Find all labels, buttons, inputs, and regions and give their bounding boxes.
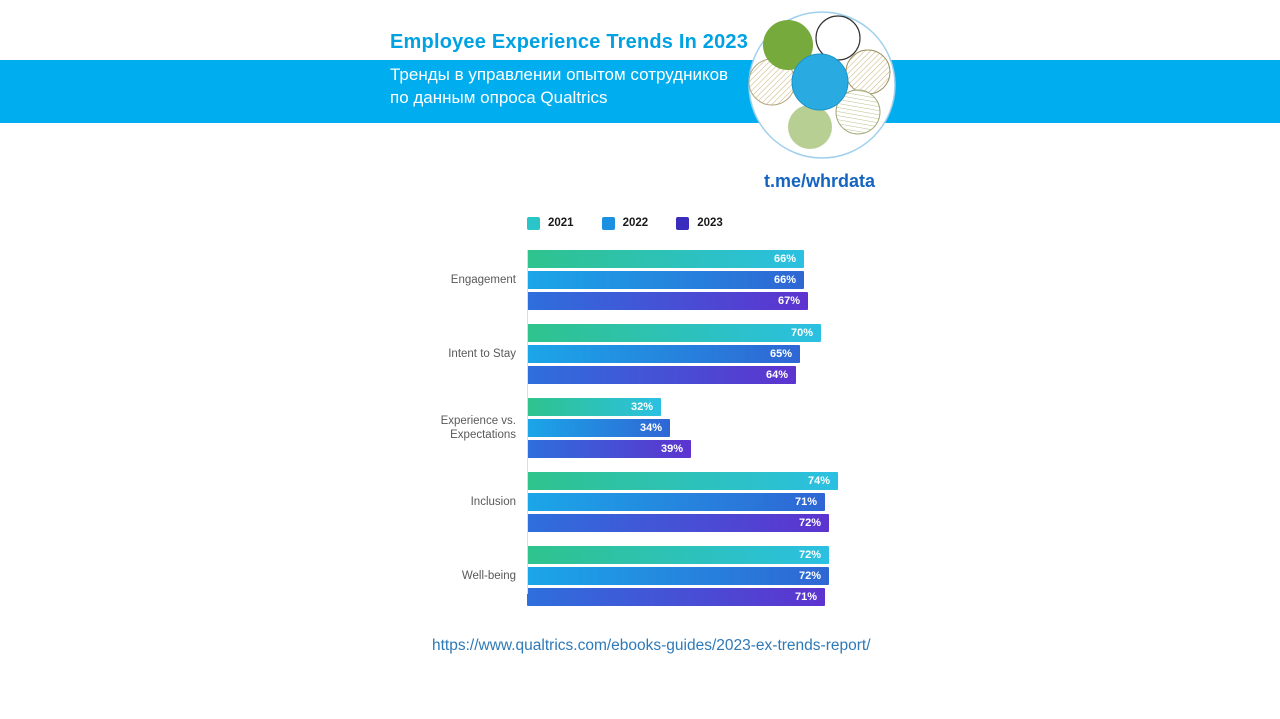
legend-label: 2022 [622,217,649,229]
chart-rows: Engagement 66% 66% 67% Intent to Stay 70% 65% 6… [407,250,987,606]
bar-value-label: 65% [769,348,792,360]
bar-value-label: 70% [790,327,813,339]
legend-swatch [676,216,690,230]
bar-2022: 34% [527,419,670,437]
legend-swatch [601,216,615,230]
bar-value-label: 72% [798,570,821,582]
chart-group: Intent to Stay 70% 65% 64% [407,324,987,384]
bar-value-label: 67% [777,295,800,307]
source-url-link[interactable]: https://www.qualtrics.com/ebooks-guides/… [432,637,871,654]
header-band [0,60,1280,123]
bar-group: 72% 72% 71% [527,546,829,606]
legend-item-2023: 2023 [676,216,723,230]
bar-2022: 65% [527,345,800,363]
bar-2022: 66% [527,271,804,289]
bar-2021: 70% [527,324,821,342]
bar-group: 32% 34% 39% [527,398,691,458]
bar-2022: 71% [527,493,825,511]
flower-logo-graphic [748,11,896,159]
bar-value-label: 71% [794,496,817,508]
bar-value-label: 66% [773,274,796,286]
chart-group: Experience vs. Expectations 32% 34% 39% [407,398,987,458]
bar-2023: 71% [527,588,825,606]
legend-item-2022: 2022 [601,216,649,230]
bar-value-label: 66% [773,253,796,265]
bar-chart: 2021 2022 2023 Engagement 66% 66% 67% Intent t… [407,216,987,620]
bar-value-label: 72% [798,549,821,561]
page-title: Employee Experience Trends In 2023 [390,31,749,53]
bar-group: 70% 65% 64% [527,324,821,384]
subtitle-line: по данным опроса Qualtrics [390,88,608,107]
category-label: Experience vs. Expectations [440,415,516,441]
bar-2023: 64% [527,366,796,384]
bar-value-label: 74% [807,475,830,487]
category-label: Intent to Stay [448,348,516,360]
category-label: Well-being [461,570,516,582]
bar-group: 66% 66% 67% [527,250,808,310]
y-axis-line [527,250,528,594]
bar-2021: 66% [527,250,804,268]
bar-2023: 72% [527,514,829,532]
category-label: Inclusion [470,496,516,508]
legend-swatch [527,216,540,230]
subtitle-line: Тренды в управлении опытом сотрудников [390,65,729,84]
chart-group: Inclusion 74% 71% 72% [407,472,987,532]
legend-label: 2021 [548,217,574,229]
bar-value-label: 64% [765,369,788,381]
bar-2023: 39% [527,440,691,458]
bar-2021: 74% [527,472,838,490]
bar-2021: 72% [527,546,829,564]
chart-group: Well-being 72% 72% 71% [407,546,987,606]
bar-2023: 67% [527,292,808,310]
bar-value-label: 71% [794,591,817,603]
telegram-link[interactable]: t.me/whrdata [764,171,876,191]
bar-value-label: 34% [639,422,662,434]
whrdata-flower-logo [747,10,897,160]
bar-value-label: 72% [798,517,821,529]
bar-value-label: 39% [660,443,683,455]
bar-value-label: 32% [630,401,653,413]
chart-group: Engagement 66% 66% 67% [407,250,987,310]
legend-label: 2023 [697,217,723,229]
chart-legend: 2021 2022 2023 [527,216,987,230]
category-label: Engagement [450,274,516,286]
legend-item-2021: 2021 [527,216,574,230]
bar-2021: 32% [527,398,661,416]
bar-2022: 72% [527,567,829,585]
page-subtitle: Тренды в управлении опытом сотрудников п… [390,63,728,109]
bar-group: 74% 71% 72% [527,472,838,532]
